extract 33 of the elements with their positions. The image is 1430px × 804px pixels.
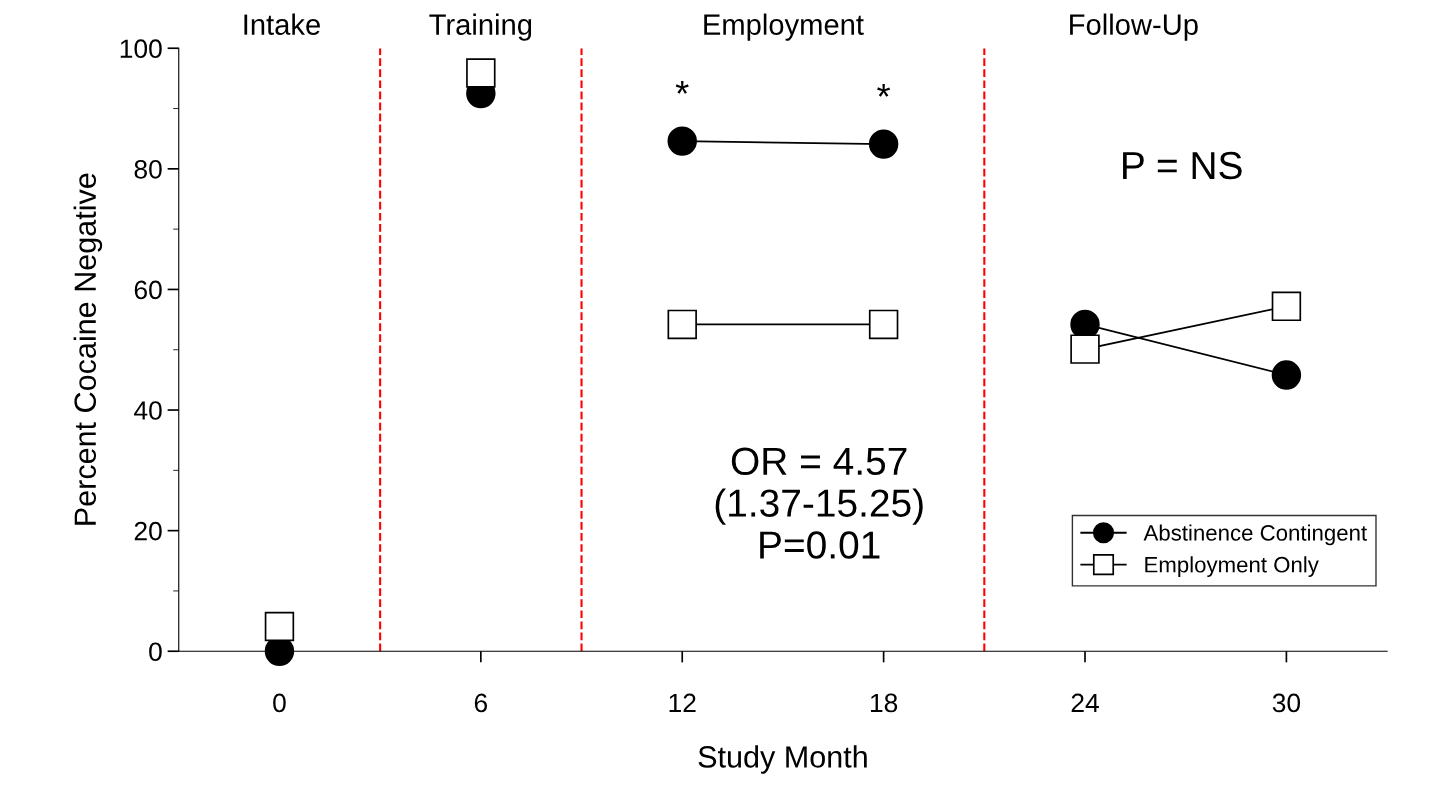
y-tick-label: 100 — [120, 39, 162, 59]
point — [667, 309, 697, 340]
text: Intake — [244, 13, 320, 35]
x-tick-label: 24 — [1071, 693, 1099, 713]
x-tick-label: 6 — [474, 693, 488, 713]
y-tick-label: 60 — [134, 280, 162, 300]
point — [466, 58, 496, 88]
y-axis-title: Percent Cocaine Negative — [73, 173, 103, 525]
x-tick-label: 12 — [669, 693, 696, 713]
y-tick-label: 20 — [134, 521, 162, 541]
x-tick-label: 18 — [870, 693, 898, 713]
point — [868, 129, 899, 159]
annotation: P = NS — [1123, 151, 1242, 180]
point — [667, 126, 697, 156]
y-tick-label: 40 — [134, 401, 162, 420]
y-tick-label: 0 — [149, 642, 162, 662]
point — [1070, 334, 1100, 364]
text: Training — [429, 13, 532, 41]
x-tick-label: 30 — [1272, 693, 1301, 713]
annotation: * — [675, 80, 689, 94]
annotation: * — [877, 84, 891, 97]
legend-label: Abstinence Contingent — [1143, 524, 1367, 546]
x-axis-title: Study Month — [698, 745, 867, 774]
text: Employment — [704, 13, 864, 41]
text: Follow-Up — [1070, 13, 1198, 41]
point — [264, 611, 295, 642]
x-tick-label: 0 — [273, 693, 286, 713]
point — [1271, 360, 1302, 390]
legend-label: Employment Only — [1145, 556, 1319, 577]
point — [1271, 291, 1302, 322]
point — [868, 309, 899, 340]
annotation: OR = 4.57 (1.37-15.25) P=0.01 — [715, 447, 923, 559]
y-tick-label: 80 — [134, 159, 162, 179]
